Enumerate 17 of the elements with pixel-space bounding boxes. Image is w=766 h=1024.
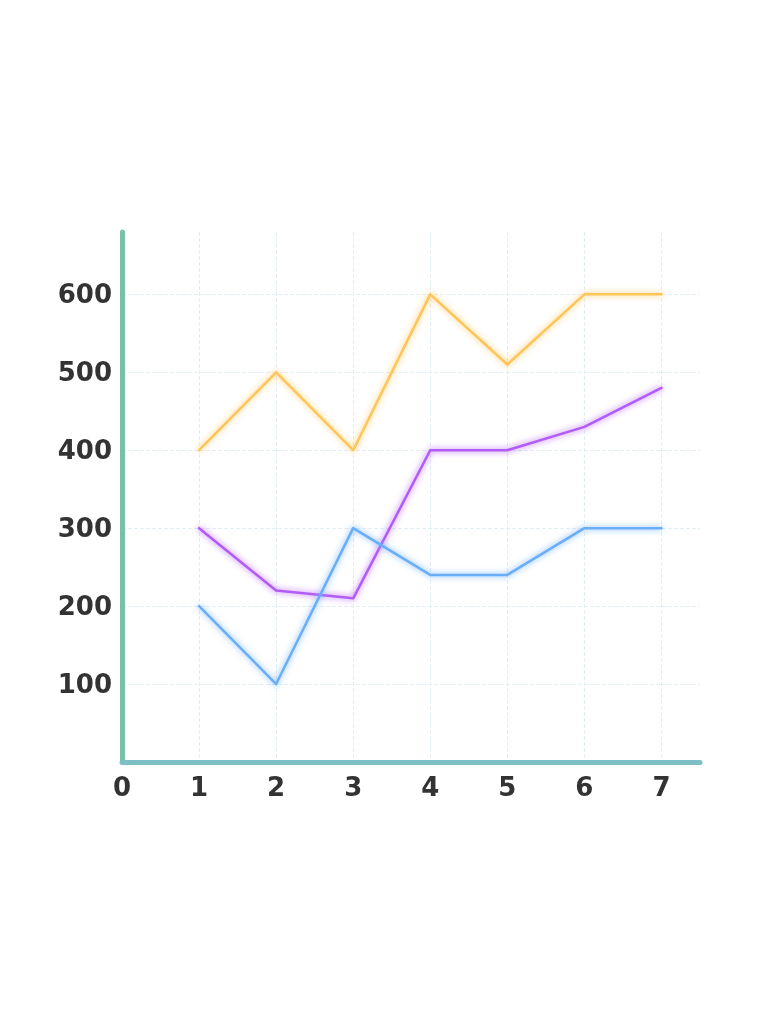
x-tick-label: 5	[498, 772, 517, 802]
line-series	[197, 526, 663, 686]
y-tick-label: 200	[57, 591, 112, 622]
y-tick-label: 600	[57, 279, 112, 310]
line-series	[197, 386, 663, 600]
x-tick-label: 2	[267, 772, 286, 802]
x-tick-label: 4	[421, 772, 440, 802]
x-tick-label: 7	[652, 772, 671, 802]
x-tick-label: 6	[575, 772, 594, 802]
x-tick-label: 0	[112, 772, 132, 802]
y-tick-label: 400	[57, 435, 112, 466]
x-tick-label: 1	[190, 772, 209, 802]
y-tick-label: 100	[57, 669, 112, 700]
x-tick-label: 3	[344, 772, 363, 802]
line-series	[197, 293, 663, 452]
y-tick-label: 300	[57, 513, 112, 544]
y-tick-label: 500	[57, 357, 112, 388]
